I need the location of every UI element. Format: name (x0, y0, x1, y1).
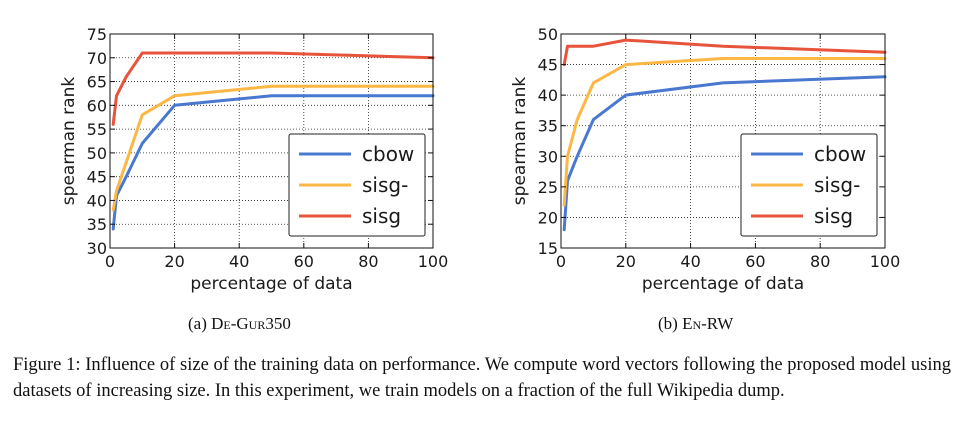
x-tick-label: 0 (105, 252, 115, 271)
figure-caption: Figure 1: Influence of size of the train… (13, 352, 951, 404)
plot-frame (560, 33, 886, 249)
x-tick-label: 20 (616, 252, 636, 271)
y-tick-label: 65 (87, 73, 107, 92)
legend: cbow sisg-sisg (288, 133, 426, 237)
subcaption-a-name: De-Gur350 (211, 314, 291, 333)
y-axis-label: spearman rank (510, 77, 530, 206)
y-tick-label: 20 (538, 208, 558, 227)
legend-box (740, 133, 878, 237)
legend-label-sisg-: sisg- (814, 173, 860, 197)
figure-charts: 0 20 40 60 80 100 30 35 40 45 50 55 60 65 70 75 percenta… (59, 25, 900, 294)
subcaption-b-name: En-RW (682, 314, 734, 333)
series-line-sisg (111, 51, 435, 126)
x-tick-label: 20 (164, 252, 184, 271)
y-tick-label: 30 (87, 239, 107, 258)
series-line-sisg- (111, 84, 435, 212)
series-line-sisg- (562, 57, 887, 207)
x-tick-label: 40 (680, 252, 700, 271)
y-axis-label: spearman rank (59, 77, 79, 206)
x-tick-label: 60 (745, 252, 765, 271)
legend-label-cbow: cbow (814, 142, 866, 166)
caption-text: Figure 1: Influence of size of the train… (13, 355, 951, 401)
chart-en-rw: 0 20 40 60 80 100 15 20 25 30 35 40 45 50 percentage o… (510, 25, 900, 294)
legend-label-sisg-: sisg- (362, 173, 408, 197)
subcaption-a: (a) De-Gur350 (188, 314, 291, 334)
y-tick-label: 35 (538, 117, 558, 136)
x-tick-label: 80 (358, 252, 378, 271)
x-axis-label: percentage of data (190, 274, 352, 294)
legend-box (288, 133, 426, 237)
x-tick-label: 100 (870, 252, 901, 271)
legend-label-sisg: sisg (362, 204, 401, 228)
subcaption-a-prefix: (a) (188, 314, 212, 333)
x-tick-label: 40 (229, 252, 249, 271)
y-tick-label: 15 (538, 239, 558, 258)
x-tick-label: 60 (294, 252, 314, 271)
subcaption-b-prefix: (b) (658, 314, 683, 333)
y-tick-label: 40 (538, 86, 558, 105)
y-tick-label: 60 (87, 96, 107, 115)
series-line-cbow (562, 75, 887, 232)
subcaption-b: (b) En-RW (658, 314, 733, 334)
series-line-sisg (562, 38, 887, 67)
y-tick-label: 50 (87, 144, 107, 163)
legend: cbow sisg-sisg (740, 133, 878, 237)
plot-frame (109, 33, 434, 249)
x-tick-label: 80 (810, 252, 830, 271)
x-tick-label: 0 (556, 252, 566, 271)
y-tick-label: 35 (87, 215, 107, 234)
y-tick-label: 45 (87, 168, 107, 187)
y-tick-label: 50 (538, 25, 558, 44)
y-tick-label: 55 (87, 120, 107, 139)
y-tick-label: 25 (538, 178, 558, 197)
legend-label-cbow: cbow (362, 142, 414, 166)
y-tick-label: 45 (538, 56, 558, 75)
y-tick-label: 75 (87, 25, 107, 44)
y-tick-label: 70 (87, 49, 107, 68)
y-tick-label: 40 (87, 191, 107, 210)
chart-de-gur350: 0 20 40 60 80 100 30 35 40 45 50 55 60 65 70 75 percenta… (59, 25, 448, 294)
x-tick-label: 100 (418, 252, 449, 271)
y-tick-label: 30 (538, 147, 558, 166)
x-axis-label: percentage of data (642, 274, 804, 294)
legend-label-sisg: sisg (814, 204, 853, 228)
